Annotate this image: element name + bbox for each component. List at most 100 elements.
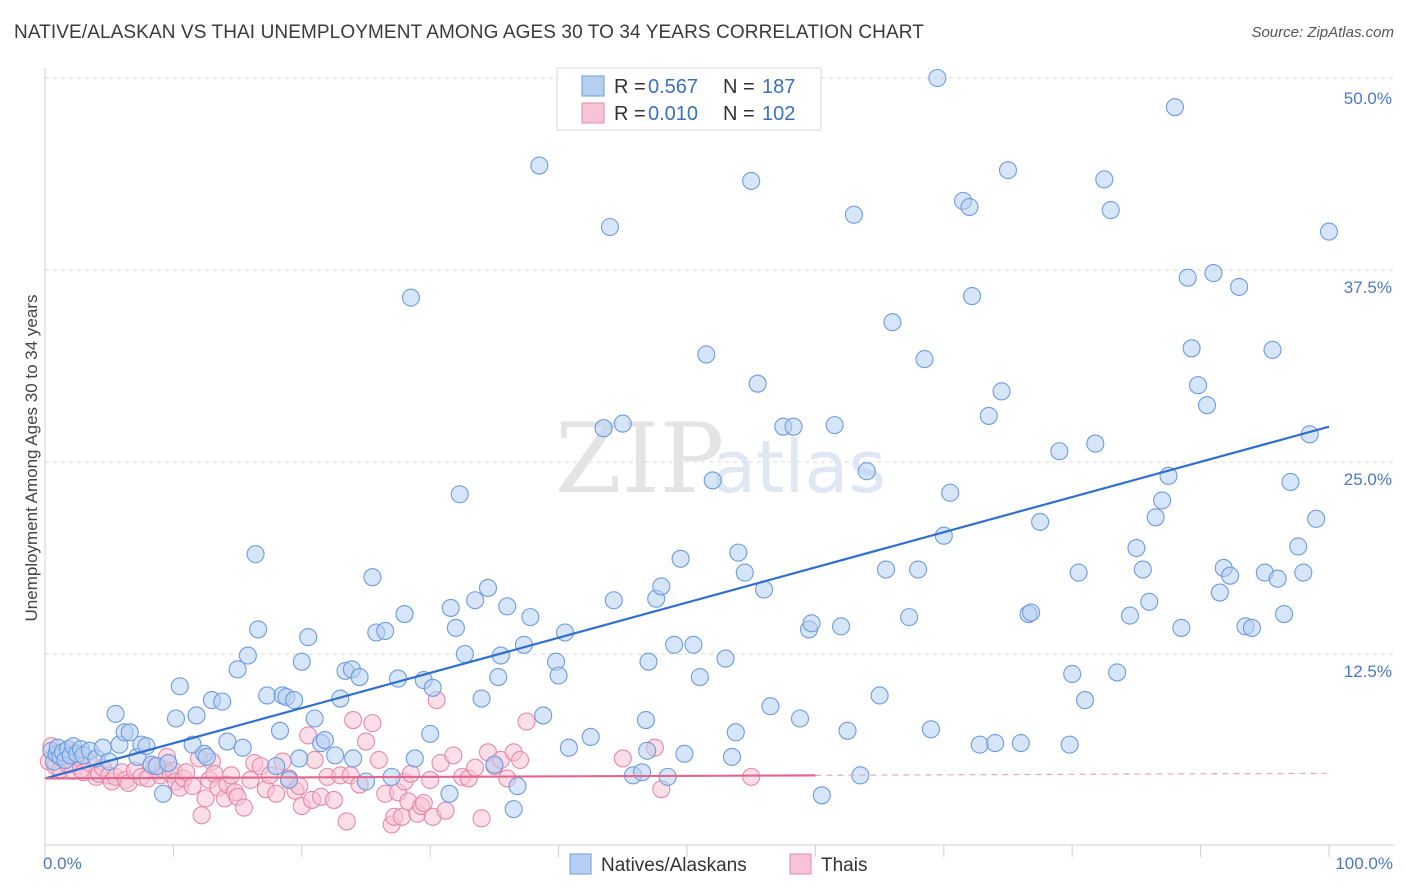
native-point: [455, 644, 474, 664]
native-point: [1101, 201, 1120, 220]
x-tick-labels: 0.0% 100.0%: [43, 854, 1393, 873]
native-point: [726, 723, 745, 742]
native-point: [761, 697, 780, 716]
native-point: [1281, 472, 1300, 492]
native-point: [979, 406, 998, 425]
legend-r-label-natives: R =: [614, 76, 646, 98]
thai-point: [192, 806, 211, 825]
native-point: [421, 724, 440, 743]
legend-r-value-natives: 0.567: [648, 76, 698, 98]
native-point: [285, 691, 304, 710]
native-point: [166, 709, 186, 728]
watermark-zip: ZIP: [555, 403, 724, 515]
natives-trend-line: [44, 425, 1330, 780]
native-point: [1210, 583, 1229, 602]
y-tick-label: 50.0%: [1344, 89, 1392, 108]
thai-point: [241, 770, 260, 790]
native-point: [356, 772, 376, 791]
y-tick-label: 37.5%: [1344, 278, 1392, 297]
native-point: [120, 723, 139, 742]
native-point: [921, 720, 941, 739]
native-point: [639, 652, 658, 671]
native-point: [832, 617, 851, 636]
native-point: [960, 197, 979, 217]
thai-point: [392, 807, 412, 826]
native-point: [986, 734, 1005, 753]
correlation-legend: R = 0.567 N = 187 R = 0.010 N = 102: [556, 67, 822, 131]
thai-point: [234, 798, 254, 817]
native-point: [1031, 512, 1050, 531]
native-point: [1289, 537, 1308, 556]
native-point: [928, 68, 947, 88]
native-point: [1275, 605, 1294, 624]
native-point: [742, 171, 761, 190]
grid-lines: [45, 77, 1394, 655]
native-point: [159, 754, 178, 773]
y-tick-labels: 12.5% 25.0% 37.5% 50.0%: [1344, 89, 1392, 681]
native-point: [1221, 566, 1240, 585]
legend-r-label-thais: R =: [614, 103, 646, 125]
native-point: [1063, 664, 1082, 684]
series-legend: Natives/Alaskans Thais: [569, 853, 867, 876]
native-point: [326, 746, 345, 765]
y-tick-label: 12.5%: [1344, 662, 1392, 681]
native-point: [784, 417, 803, 436]
native-point: [581, 727, 600, 746]
native-point: [485, 755, 504, 774]
native-point: [249, 620, 268, 639]
native-point: [1050, 442, 1069, 461]
native-point: [218, 732, 237, 751]
native-point: [363, 568, 382, 587]
native-point: [1120, 606, 1140, 625]
watermark-atlas: atlas: [712, 425, 886, 509]
thai-point: [222, 766, 241, 785]
native-point: [521, 608, 540, 627]
native-point: [170, 677, 189, 696]
native-point: [441, 598, 460, 617]
native-point: [1268, 569, 1287, 588]
native-point: [1022, 603, 1041, 622]
native-point: [549, 666, 568, 685]
native-point: [900, 608, 919, 627]
native-point: [508, 777, 527, 796]
native-point: [1165, 98, 1184, 117]
thai-point: [436, 801, 455, 820]
native-point: [857, 462, 876, 481]
thai-point: [444, 746, 463, 765]
native-point: [716, 649, 735, 668]
native-point: [600, 217, 620, 237]
native-points: [42, 68, 1339, 819]
native-point: [970, 735, 989, 754]
native-point: [1182, 339, 1201, 358]
native-point: [1197, 396, 1217, 415]
native-point: [1133, 560, 1152, 579]
native-point: [729, 543, 748, 562]
native-point: [1153, 491, 1172, 510]
native-point: [213, 692, 232, 711]
native-point: [909, 560, 928, 579]
axes: [44, 68, 1394, 857]
native-point: [344, 749, 363, 768]
native-point: [559, 738, 578, 757]
native-point: [1307, 509, 1326, 528]
native-point: [675, 744, 694, 763]
native-point: [604, 591, 623, 610]
source-label: Source: ZipAtlas.com: [1251, 24, 1394, 41]
native-point: [350, 667, 369, 687]
native-point: [472, 689, 491, 708]
native-point: [534, 706, 553, 725]
native-point: [1069, 563, 1088, 582]
native-point: [915, 350, 934, 369]
native-point: [258, 686, 277, 705]
x-tick-label-max: 100.0%: [1335, 854, 1393, 873]
native-point: [1204, 264, 1223, 283]
native-point: [446, 618, 465, 637]
legend-n-label-natives: N =: [723, 76, 755, 98]
native-point: [401, 288, 420, 307]
thai-point: [324, 790, 343, 809]
native-point: [233, 738, 252, 757]
native-point: [870, 686, 889, 705]
thais-trend-extension: [815, 772, 1330, 776]
legend-swatch-natives: [581, 75, 605, 97]
native-point: [423, 678, 442, 697]
